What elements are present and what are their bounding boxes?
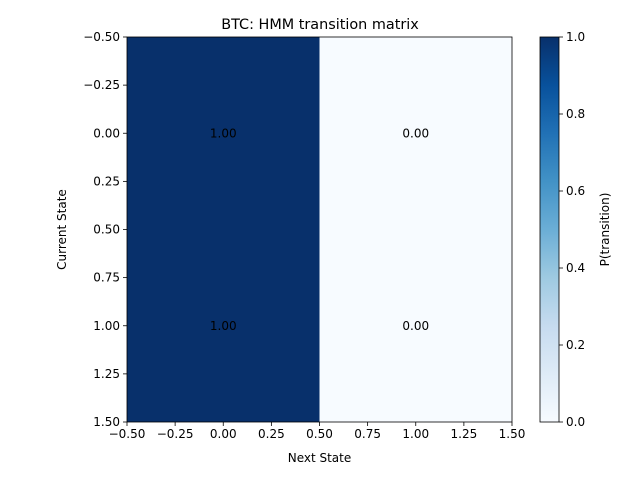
x-tick-label: −0.25 <box>157 427 194 441</box>
cell-value-label: 0.00 <box>402 319 429 333</box>
colorbar-tick-label: 0.2 <box>566 338 585 352</box>
y-tick-label: 0.25 <box>93 174 120 188</box>
colorbar-tick-label: 0.0 <box>566 415 585 429</box>
cell-value-label: 0.00 <box>402 126 429 140</box>
cell-value-label: 1.00 <box>210 126 237 140</box>
colorbar-tick-label: 0.6 <box>566 184 585 198</box>
colorbar-label: P(transition) <box>598 193 612 267</box>
y-axis-label: Current State <box>55 189 69 270</box>
heatmap-cell <box>319 37 512 230</box>
chart-title: BTC: HMM transition matrix <box>221 17 419 33</box>
x-axis: −0.50 −0.25 0.00 0.25 0.50 0.75 1.00 1.25 1.50 <box>109 422 526 441</box>
y-tick-label: 0.50 <box>93 223 120 237</box>
y-axis: −0.50 −0.25 0.00 0.25 0.50 0.75 1.00 1.25 1.50 <box>83 30 127 429</box>
y-tick-label: 0.00 <box>93 126 120 140</box>
x-tick-label: 0.75 <box>354 427 381 441</box>
heatmap-cells <box>127 37 512 422</box>
y-tick-label: 0.75 <box>93 271 120 285</box>
x-tick-label: 1.00 <box>402 427 429 441</box>
colorbar-tick-label: 1.0 <box>566 30 585 44</box>
colorbar-tick-label: 0.4 <box>566 261 585 275</box>
heatmap-cell <box>127 229 320 422</box>
x-tick-label: 1.25 <box>451 427 478 441</box>
y-tick-label: 1.00 <box>93 319 120 333</box>
y-tick-label: −0.50 <box>83 30 120 44</box>
x-tick-label: 1.50 <box>499 427 526 441</box>
colorbar-axis: 0.0 0.2 0.4 0.6 0.8 1.0 <box>559 30 585 429</box>
heatmap-cell <box>127 37 320 230</box>
x-tick-label: −0.50 <box>109 427 146 441</box>
y-tick-label: 1.50 <box>93 415 120 429</box>
cell-value-label: 1.00 <box>210 319 237 333</box>
x-tick-label: 0.25 <box>258 427 285 441</box>
colorbar <box>539 36 560 423</box>
heatmap-cell <box>319 229 512 422</box>
y-tick-label: 1.25 <box>93 367 120 381</box>
x-tick-label: 0.00 <box>210 427 237 441</box>
x-axis-label: Next State <box>288 451 352 465</box>
x-tick-label: 0.50 <box>306 427 333 441</box>
heatmap-cell-labels: 1.00 0.00 1.00 0.00 <box>210 126 429 333</box>
colorbar-tick-label: 0.8 <box>566 107 585 121</box>
y-tick-label: −0.25 <box>83 78 120 92</box>
